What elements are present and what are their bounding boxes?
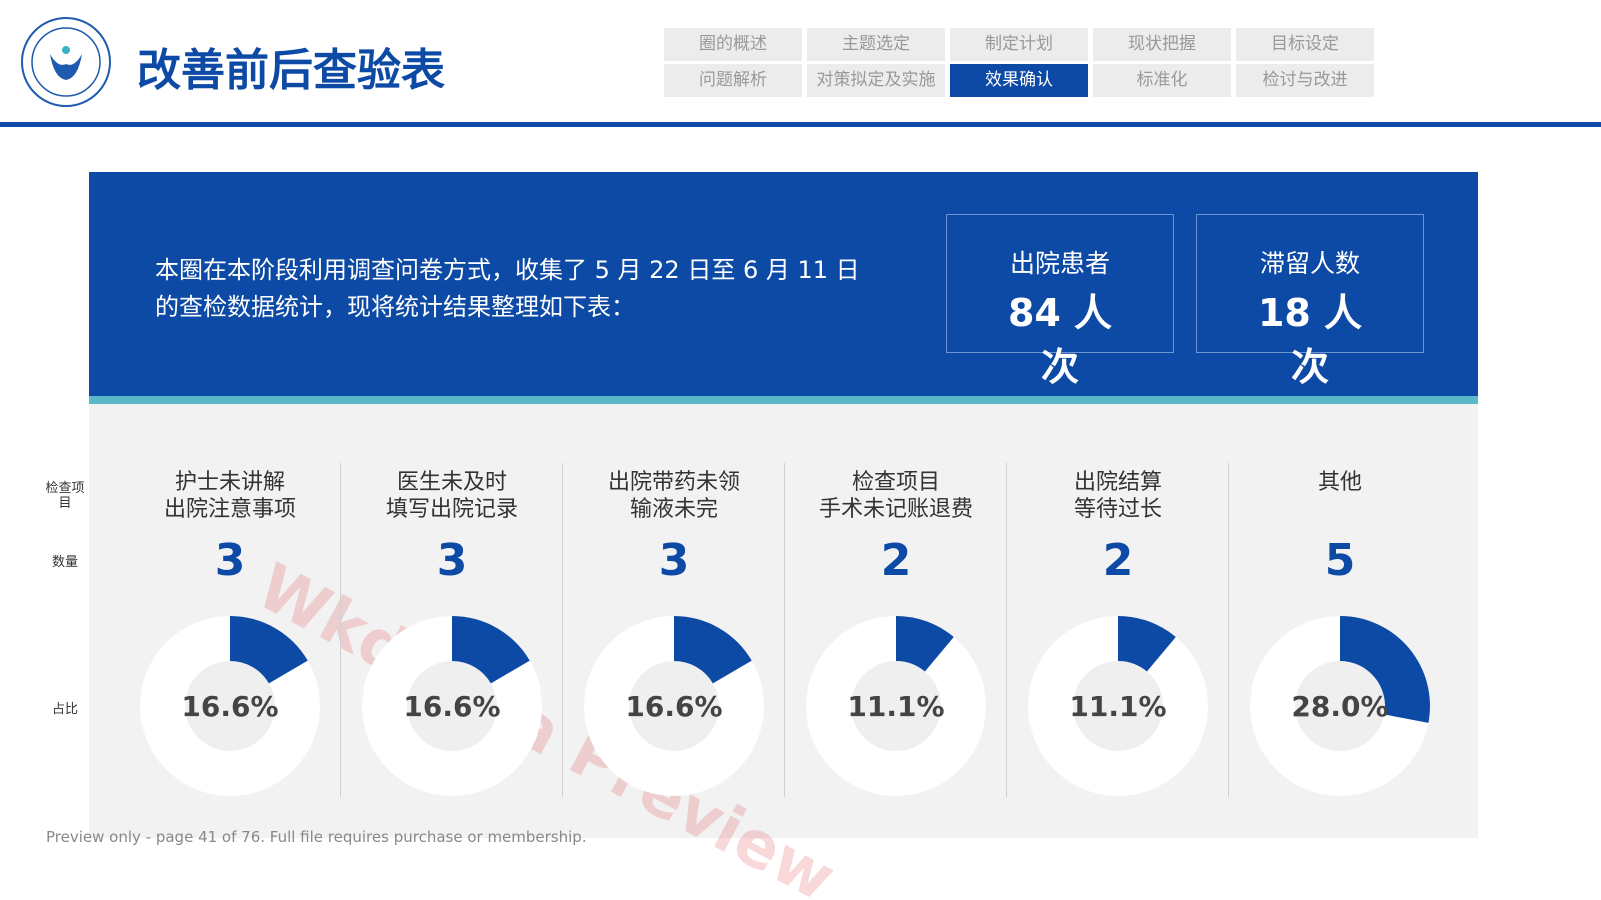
item-label: 其他: [1240, 469, 1440, 496]
item-count: 5: [1324, 535, 1356, 586]
stat-value: 84 人次: [1007, 291, 1113, 389]
nav-tab[interactable]: 问题解析: [664, 64, 802, 97]
donut-sector: [1340, 616, 1430, 723]
donut: 28.0%: [1250, 616, 1430, 796]
donut-hole: [1073, 661, 1163, 751]
donut: 11.1%: [806, 616, 986, 796]
item-label-line: 检查项目: [851, 470, 940, 495]
donut-hole: [851, 661, 941, 751]
nav-tab[interactable]: 检讨与改进: [1236, 64, 1374, 97]
stat-box: [1196, 214, 1424, 353]
donut-sector: [1118, 616, 1176, 672]
column-divider: [1006, 463, 1007, 797]
nav-tab[interactable]: 圈的概述: [664, 28, 802, 61]
nav-tab[interactable]: 主题选定: [807, 28, 945, 61]
item-label-line: 填写出院记录: [385, 497, 518, 522]
item-count: 3: [436, 535, 468, 586]
stat-label: 滞留人数: [1259, 249, 1360, 278]
item-count: 2: [880, 535, 912, 586]
donut: 11.1%: [1028, 616, 1208, 796]
share-label: 11.1%: [1069, 690, 1166, 723]
item-label-line: 输液未完: [629, 497, 718, 522]
item-label-line: 出院结算: [1073, 470, 1162, 495]
nav-tab[interactable]: 对策拟定及实施: [807, 64, 945, 97]
item-label-line: 等待过长: [1073, 497, 1162, 522]
stat-label: 出院患者: [1009, 249, 1110, 278]
row-label: 检查项目: [45, 481, 85, 511]
accent-strip: [89, 396, 1478, 404]
title: 改善前后查验表: [137, 45, 445, 96]
nav-tab[interactable]: 现状把握: [1093, 28, 1231, 61]
item-label-line: 其他: [1317, 470, 1362, 495]
donut: 16.6%: [140, 616, 320, 796]
summary-panel: [89, 172, 1478, 396]
share-label: 28.0%: [1291, 690, 1388, 723]
footer-note: Preview only - page 41 of 76. Full file …: [46, 828, 587, 846]
item-label: 护士未讲解 出院注意事项: [130, 469, 330, 523]
item-label: 检查项目 手术未记账退费: [796, 469, 996, 523]
item-count: 3: [658, 535, 690, 586]
item-count: 3: [214, 535, 246, 586]
donut-hole: [407, 661, 497, 751]
item-label-line: 护士未讲解: [174, 470, 285, 495]
item-count: 2: [1102, 535, 1134, 586]
donut-hole: [185, 661, 275, 751]
nav-tab[interactable]: 效果确认: [950, 64, 1088, 97]
detail-panel: [89, 404, 1478, 838]
nav-tab[interactable]: 目标设定: [1236, 28, 1374, 61]
donut-sector: [674, 616, 752, 684]
column-divider: [340, 463, 341, 797]
stat-box: [946, 214, 1174, 353]
share-label: 16.6%: [181, 690, 278, 723]
nav-tab[interactable]: 标准化: [1093, 64, 1231, 97]
donut: 16.6%: [362, 616, 542, 796]
share-label: 16.6%: [403, 690, 500, 723]
donut-sector: [230, 616, 308, 684]
item-label-line: 手术未记账退费: [818, 497, 973, 522]
column-divider: [1228, 463, 1229, 797]
item-label-line: 医生未及时: [396, 470, 507, 495]
item-label: 医生未及时 填写出院记录: [352, 469, 552, 523]
item-label-line: 出院注意事项: [163, 497, 296, 522]
donut-sector: [452, 616, 530, 684]
donut-hole: [629, 661, 719, 751]
item-label: 出院结算 等待过长: [1018, 469, 1218, 523]
donut: 16.6%: [584, 616, 764, 796]
stat-value: 18 人次: [1257, 291, 1363, 389]
nav-tab[interactable]: 制定计划: [950, 28, 1088, 61]
summary-text: 本圈在本阶段利用调查问卷方式，收集了 5 月 22 日至 6 月 11 日的查检…: [155, 256, 860, 321]
header-rule: [0, 122, 1601, 127]
row-label: 数量: [51, 555, 78, 570]
share-label: 16.6%: [625, 690, 722, 723]
share-label: 11.1%: [847, 690, 944, 723]
logo: [21, 17, 111, 107]
donut-hole: [1295, 661, 1385, 751]
item-label: 出院带药未领 输液未完: [574, 469, 774, 523]
column-divider: [784, 463, 785, 797]
donut-sector: [896, 616, 954, 672]
item-label-line: 出院带药未领: [607, 470, 740, 495]
row-label: 占比: [51, 702, 78, 717]
column-divider: [562, 463, 563, 797]
